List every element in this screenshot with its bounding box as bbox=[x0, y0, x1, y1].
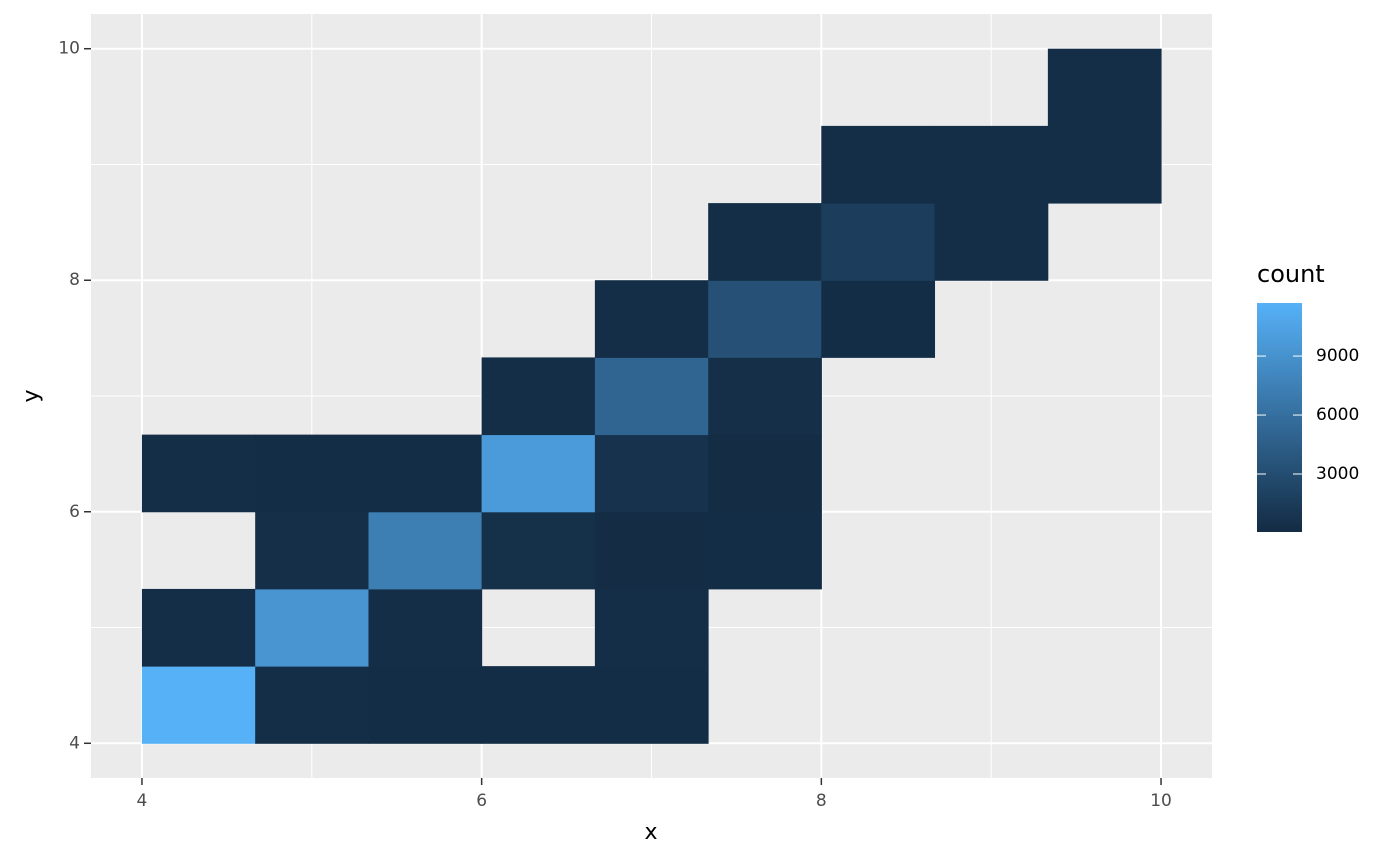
legend-tick-label: 9000 bbox=[1316, 346, 1359, 366]
bin-cell bbox=[255, 666, 369, 744]
bin-cell bbox=[368, 666, 483, 744]
x-tick-label: 8 bbox=[816, 791, 827, 811]
bin-cell bbox=[594, 588, 709, 667]
bin-cell bbox=[1047, 125, 1162, 204]
bin-cell bbox=[481, 511, 596, 590]
bin-cell bbox=[1047, 48, 1162, 127]
x-tick-label: 6 bbox=[476, 791, 487, 811]
y-tick-label: 8 bbox=[69, 270, 80, 290]
bin-cell bbox=[708, 203, 822, 281]
y-tick-label: 4 bbox=[69, 733, 80, 753]
bin-cell bbox=[708, 280, 822, 358]
bin-cell bbox=[255, 511, 369, 590]
bin-cell bbox=[368, 588, 483, 667]
bin-cell bbox=[708, 434, 822, 513]
bin-cell bbox=[141, 434, 256, 513]
bin-cell bbox=[481, 357, 596, 436]
bin-cell bbox=[594, 434, 709, 513]
colorbar bbox=[1257, 303, 1302, 532]
bin-cell bbox=[481, 434, 596, 513]
bin-cell bbox=[368, 511, 483, 590]
y-tick-label: 10 bbox=[58, 39, 80, 59]
bin-cell bbox=[141, 588, 256, 667]
y-tick-label: 6 bbox=[69, 502, 80, 522]
bin-cell bbox=[708, 511, 822, 590]
x-tick-label: 4 bbox=[137, 791, 148, 811]
bin-cell bbox=[594, 666, 709, 744]
bin-cell bbox=[821, 125, 936, 204]
bin-cell bbox=[594, 511, 709, 590]
y-axis-title: y bbox=[19, 389, 44, 402]
bin-cell bbox=[821, 203, 936, 281]
bin-cell bbox=[255, 434, 369, 513]
legend-title: count bbox=[1257, 260, 1325, 288]
bin-cell bbox=[594, 357, 709, 436]
bin-cell bbox=[141, 666, 256, 744]
bin-cell bbox=[934, 125, 1049, 204]
bin-cell bbox=[934, 203, 1049, 281]
legend-tick-label: 3000 bbox=[1316, 464, 1359, 484]
bin-cell bbox=[708, 357, 822, 436]
legend-tick-label: 6000 bbox=[1316, 405, 1359, 425]
bin-cell bbox=[481, 666, 596, 744]
x-tick-label: 10 bbox=[1150, 791, 1172, 811]
bin-cell bbox=[368, 434, 483, 513]
bin-cell bbox=[594, 280, 709, 358]
bin-cell bbox=[821, 280, 936, 358]
bin-cell bbox=[255, 588, 369, 667]
x-axis-title: x bbox=[644, 820, 657, 845]
